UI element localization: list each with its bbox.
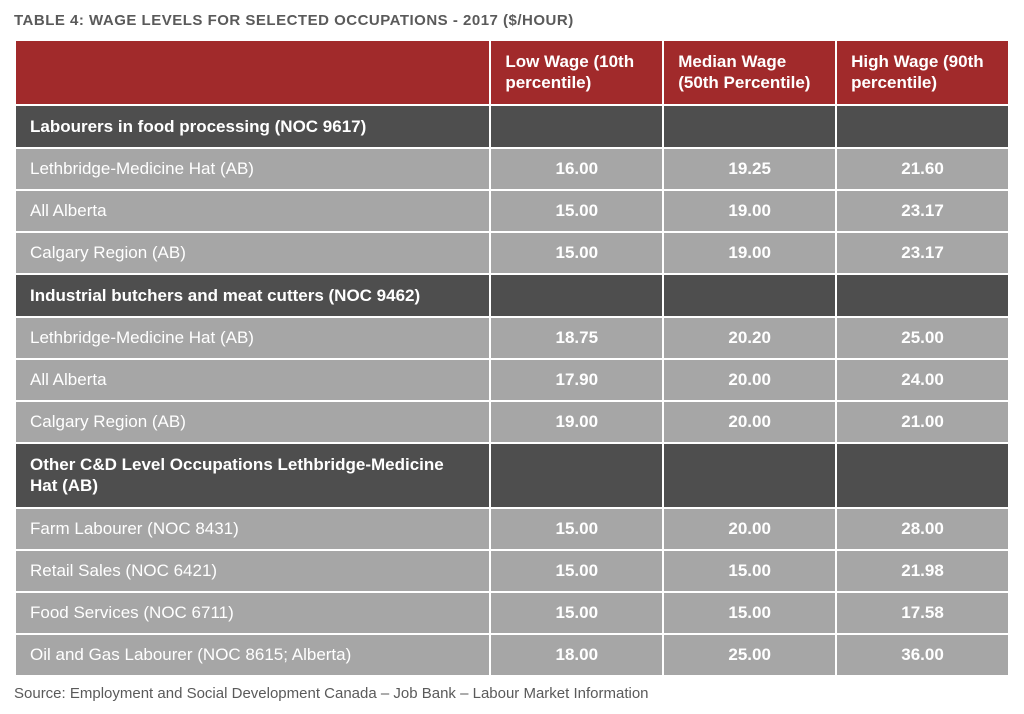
- row-median: 15.00: [664, 593, 835, 633]
- row-label: Lethbridge-Medicine Hat (AB): [16, 149, 489, 189]
- row-high: 21.98: [837, 551, 1008, 591]
- section-label: Other C&D Level Occupations Lethbridge-M…: [16, 444, 489, 507]
- header-high: High Wage (90th percentile): [837, 41, 1008, 104]
- row-median: 19.25: [664, 149, 835, 189]
- section-label: Industrial butchers and meat cutters (NO…: [16, 275, 489, 316]
- row-label: Retail Sales (NOC 6421): [16, 551, 489, 591]
- row-label: Farm Labourer (NOC 8431): [16, 509, 489, 549]
- table-row: Farm Labourer (NOC 8431)15.0020.0028.00: [16, 509, 1008, 549]
- row-median: 19.00: [664, 191, 835, 231]
- table-row: Lethbridge-Medicine Hat (AB)18.7520.2025…: [16, 318, 1008, 358]
- table-row: Lethbridge-Medicine Hat (AB)16.0019.2521…: [16, 149, 1008, 189]
- row-high: 23.17: [837, 233, 1008, 273]
- row-label: Lethbridge-Medicine Hat (AB): [16, 318, 489, 358]
- row-low: 15.00: [491, 551, 662, 591]
- wage-table: Low Wage (10th percentile) Median Wage (…: [14, 39, 1010, 677]
- row-median: 15.00: [664, 551, 835, 591]
- row-high: 28.00: [837, 509, 1008, 549]
- row-high: 17.58: [837, 593, 1008, 633]
- table-source: Source: Employment and Social Developmen…: [14, 685, 1010, 702]
- row-low: 19.00: [491, 402, 662, 442]
- row-high: 23.17: [837, 191, 1008, 231]
- section-empty: [491, 275, 662, 316]
- header-median: Median Wage (50th Percentile): [664, 41, 835, 104]
- section-empty: [664, 444, 835, 507]
- row-median: 20.00: [664, 360, 835, 400]
- table-body: Labourers in food processing (NOC 9617)L…: [16, 106, 1008, 675]
- section-label: Labourers in food processing (NOC 9617): [16, 106, 489, 147]
- section-empty: [837, 275, 1008, 316]
- row-label: All Alberta: [16, 360, 489, 400]
- row-low: 18.75: [491, 318, 662, 358]
- section-row: Other C&D Level Occupations Lethbridge-M…: [16, 444, 1008, 507]
- row-low: 15.00: [491, 191, 662, 231]
- row-low: 15.00: [491, 593, 662, 633]
- row-median: 20.00: [664, 509, 835, 549]
- row-high: 21.60: [837, 149, 1008, 189]
- row-high: 21.00: [837, 402, 1008, 442]
- header-blank: [16, 41, 489, 104]
- section-empty: [491, 106, 662, 147]
- row-label: Calgary Region (AB): [16, 402, 489, 442]
- section-empty: [664, 275, 835, 316]
- row-low: 15.00: [491, 233, 662, 273]
- section-row: Labourers in food processing (NOC 9617): [16, 106, 1008, 147]
- section-empty: [837, 444, 1008, 507]
- section-row: Industrial butchers and meat cutters (NO…: [16, 275, 1008, 316]
- header-row: Low Wage (10th percentile) Median Wage (…: [16, 41, 1008, 104]
- table-row: Calgary Region (AB)15.0019.0023.17: [16, 233, 1008, 273]
- section-empty: [664, 106, 835, 147]
- table-row: All Alberta17.9020.0024.00: [16, 360, 1008, 400]
- row-label: Calgary Region (AB): [16, 233, 489, 273]
- table-row: Calgary Region (AB)19.0020.0021.00: [16, 402, 1008, 442]
- table-row: Food Services (NOC 6711)15.0015.0017.58: [16, 593, 1008, 633]
- row-high: 25.00: [837, 318, 1008, 358]
- row-low: 17.90: [491, 360, 662, 400]
- row-label: All Alberta: [16, 191, 489, 231]
- section-empty: [837, 106, 1008, 147]
- table-title: TABLE 4: WAGE LEVELS FOR SELECTED OCCUPA…: [14, 12, 1010, 29]
- row-median: 20.20: [664, 318, 835, 358]
- table-row: Retail Sales (NOC 6421)15.0015.0021.98: [16, 551, 1008, 591]
- row-label: Food Services (NOC 6711): [16, 593, 489, 633]
- row-low: 15.00: [491, 509, 662, 549]
- row-median: 19.00: [664, 233, 835, 273]
- row-low: 16.00: [491, 149, 662, 189]
- header-low: Low Wage (10th percentile): [491, 41, 662, 104]
- row-median: 20.00: [664, 402, 835, 442]
- section-empty: [491, 444, 662, 507]
- table-row: All Alberta15.0019.0023.17: [16, 191, 1008, 231]
- row-high: 24.00: [837, 360, 1008, 400]
